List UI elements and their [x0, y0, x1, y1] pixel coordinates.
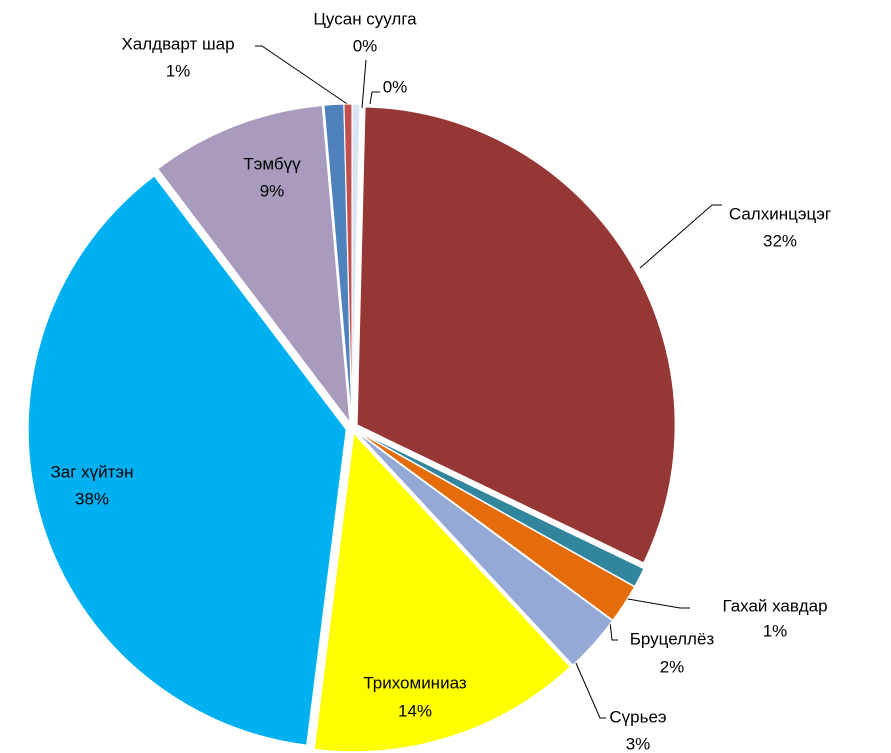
pie-slice	[157, 105, 351, 425]
slice-value-label: 3%	[626, 734, 651, 753]
pie-slice	[27, 175, 347, 746]
pie-slice	[356, 431, 614, 666]
slice-name: Тэмбүү	[243, 154, 301, 173]
pie-slice	[343, 103, 353, 423]
slice-value-label: 1%	[166, 61, 191, 80]
slice-value-label: 32%	[763, 231, 797, 250]
slice-value-label: 38%	[75, 489, 109, 508]
slice-name: Цусан суулга	[313, 9, 417, 28]
leader-line	[639, 204, 722, 269]
slice-name: Заг хүйтэн	[51, 462, 134, 481]
leader-line	[255, 45, 357, 111]
pie-slice	[313, 432, 571, 753]
slice-name: Трихоминиаз	[363, 673, 466, 692]
pie-slice	[357, 430, 645, 588]
pie-slice	[356, 106, 676, 564]
leader-line	[609, 621, 618, 641]
slice-value-label: 2%	[660, 657, 685, 676]
slice-value-label: 0%	[383, 77, 408, 96]
slice-value-label: 0%	[353, 36, 378, 55]
pie-slice	[356, 430, 636, 621]
slice-value-label: 1%	[763, 621, 788, 640]
slice-name: Бруцеллёз	[630, 629, 715, 648]
slice-name: Гахай хавдар	[722, 596, 827, 615]
slice-value-label: 14%	[398, 701, 432, 720]
leader-line	[369, 91, 380, 105]
slice-name: Сүрьеэ	[609, 707, 666, 726]
leader-lines	[255, 45, 722, 719]
leader-line	[621, 597, 690, 609]
leader-line	[571, 653, 606, 719]
slice-value-label: 9%	[260, 181, 285, 200]
slice-name: Халдварт шар	[121, 34, 234, 53]
slice-name: Салхинцэцэг	[729, 204, 831, 223]
leader-line	[361, 59, 367, 109]
